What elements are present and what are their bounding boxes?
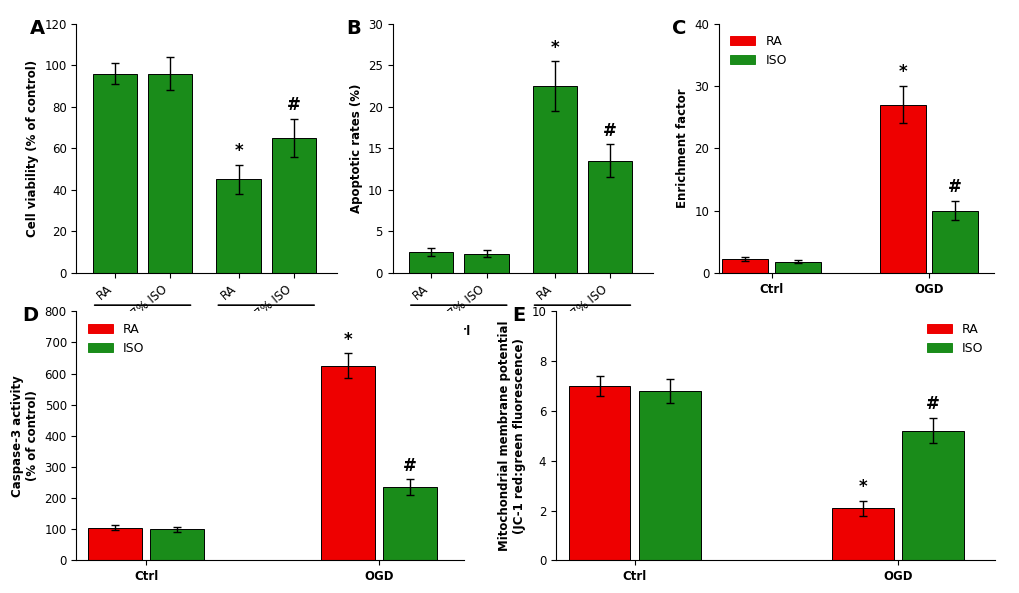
Bar: [587, 161, 632, 273]
Text: OGD: OGD: [568, 325, 596, 338]
Text: *: *: [234, 142, 243, 160]
Bar: [88, 528, 143, 560]
Text: *: *: [550, 39, 558, 57]
Bar: [148, 74, 193, 273]
Bar: [532, 86, 577, 273]
Legend: RA, ISO: RA, ISO: [83, 318, 149, 360]
Text: B: B: [345, 19, 361, 38]
Legend: RA, ISO: RA, ISO: [921, 318, 987, 360]
Y-axis label: Cell viability (% of control): Cell viability (% of control): [25, 60, 39, 237]
Bar: [150, 529, 204, 560]
Bar: [878, 104, 925, 273]
Bar: [931, 211, 977, 273]
Bar: [464, 254, 508, 273]
Text: #: #: [286, 96, 301, 114]
Bar: [902, 431, 963, 560]
Text: A: A: [30, 19, 45, 38]
Bar: [216, 179, 261, 273]
Bar: [271, 138, 316, 273]
Text: D: D: [22, 307, 39, 326]
Text: #: #: [948, 178, 961, 196]
Text: *: *: [858, 477, 866, 496]
Bar: [774, 262, 820, 273]
Text: Ctrl: Ctrl: [130, 325, 155, 338]
Y-axis label: Mitochondrial membrane potential
(JC-1 red:green fluorescence): Mitochondrial membrane potential (JC-1 r…: [497, 321, 525, 551]
Bar: [569, 386, 630, 560]
Bar: [382, 487, 436, 560]
Text: *: *: [898, 63, 906, 81]
Y-axis label: Enrichment factor: Enrichment factor: [676, 88, 688, 208]
Text: #: #: [925, 396, 940, 413]
Y-axis label: Caspase-3 activity
(% of control): Caspase-3 activity (% of control): [11, 375, 39, 497]
Text: OGD: OGD: [252, 325, 280, 338]
Text: *: *: [343, 331, 352, 349]
Legend: RA, ISO: RA, ISO: [725, 30, 791, 72]
Text: #: #: [403, 457, 417, 475]
Text: #: #: [602, 122, 616, 140]
Y-axis label: Apoptotic rates (%): Apoptotic rates (%): [350, 84, 362, 213]
Bar: [320, 366, 375, 560]
Bar: [832, 508, 893, 560]
Bar: [721, 259, 767, 273]
Text: Ctrl: Ctrl: [446, 325, 471, 338]
Text: C: C: [672, 19, 686, 38]
Bar: [409, 252, 452, 273]
Text: E: E: [512, 307, 525, 326]
Bar: [639, 391, 700, 560]
Bar: [93, 74, 137, 273]
